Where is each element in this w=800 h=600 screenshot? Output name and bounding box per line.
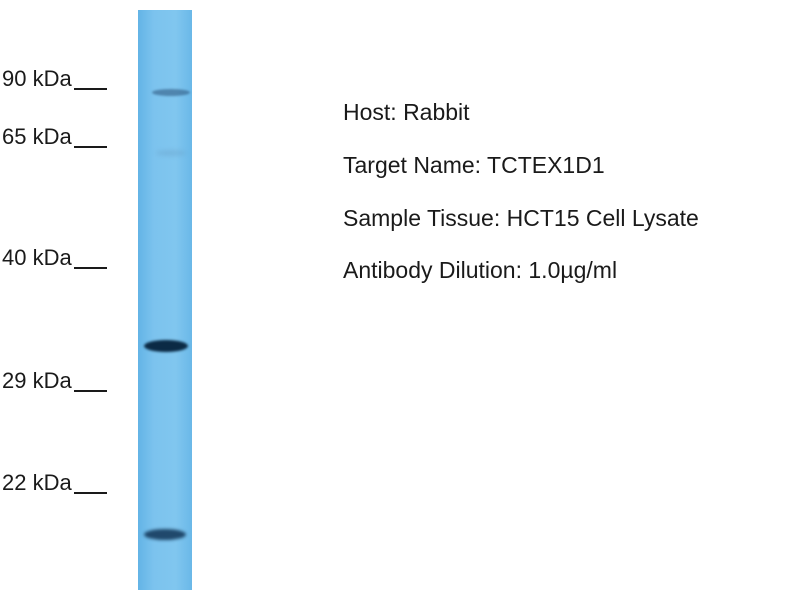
marker-label: 22 kDa xyxy=(2,470,72,495)
host-label: Host: Rabbit xyxy=(343,99,470,125)
marker-label: 65 kDa xyxy=(2,124,72,149)
marker-tick xyxy=(73,492,107,494)
marker-label: 90 kDa xyxy=(2,66,72,91)
marker-tick xyxy=(73,267,107,269)
marker-90: 90 kDa xyxy=(2,66,107,92)
marker-tick xyxy=(73,390,107,392)
sample-tissue-label: Sample Tissue: HCT15 Cell Lysate xyxy=(343,205,699,231)
marker-tick xyxy=(73,146,107,148)
marker-tick xyxy=(73,88,107,90)
band-33kda xyxy=(144,340,188,352)
marker-40: 40 kDa xyxy=(2,245,107,271)
band-90kda xyxy=(152,89,190,96)
band-65kda-faint xyxy=(156,150,186,156)
marker-29: 29 kDa xyxy=(2,368,107,394)
target-name-label: Target Name: TCTEX1D1 xyxy=(343,152,605,178)
marker-65: 65 kDa xyxy=(2,124,107,150)
marker-label: 40 kDa xyxy=(2,245,72,270)
marker-22: 22 kDa xyxy=(2,470,107,496)
band-20kda xyxy=(144,529,186,540)
marker-label: 29 kDa xyxy=(2,368,72,393)
antibody-dilution-label: Antibody Dilution: 1.0µg/ml xyxy=(343,257,618,283)
blot-lane xyxy=(138,10,192,590)
